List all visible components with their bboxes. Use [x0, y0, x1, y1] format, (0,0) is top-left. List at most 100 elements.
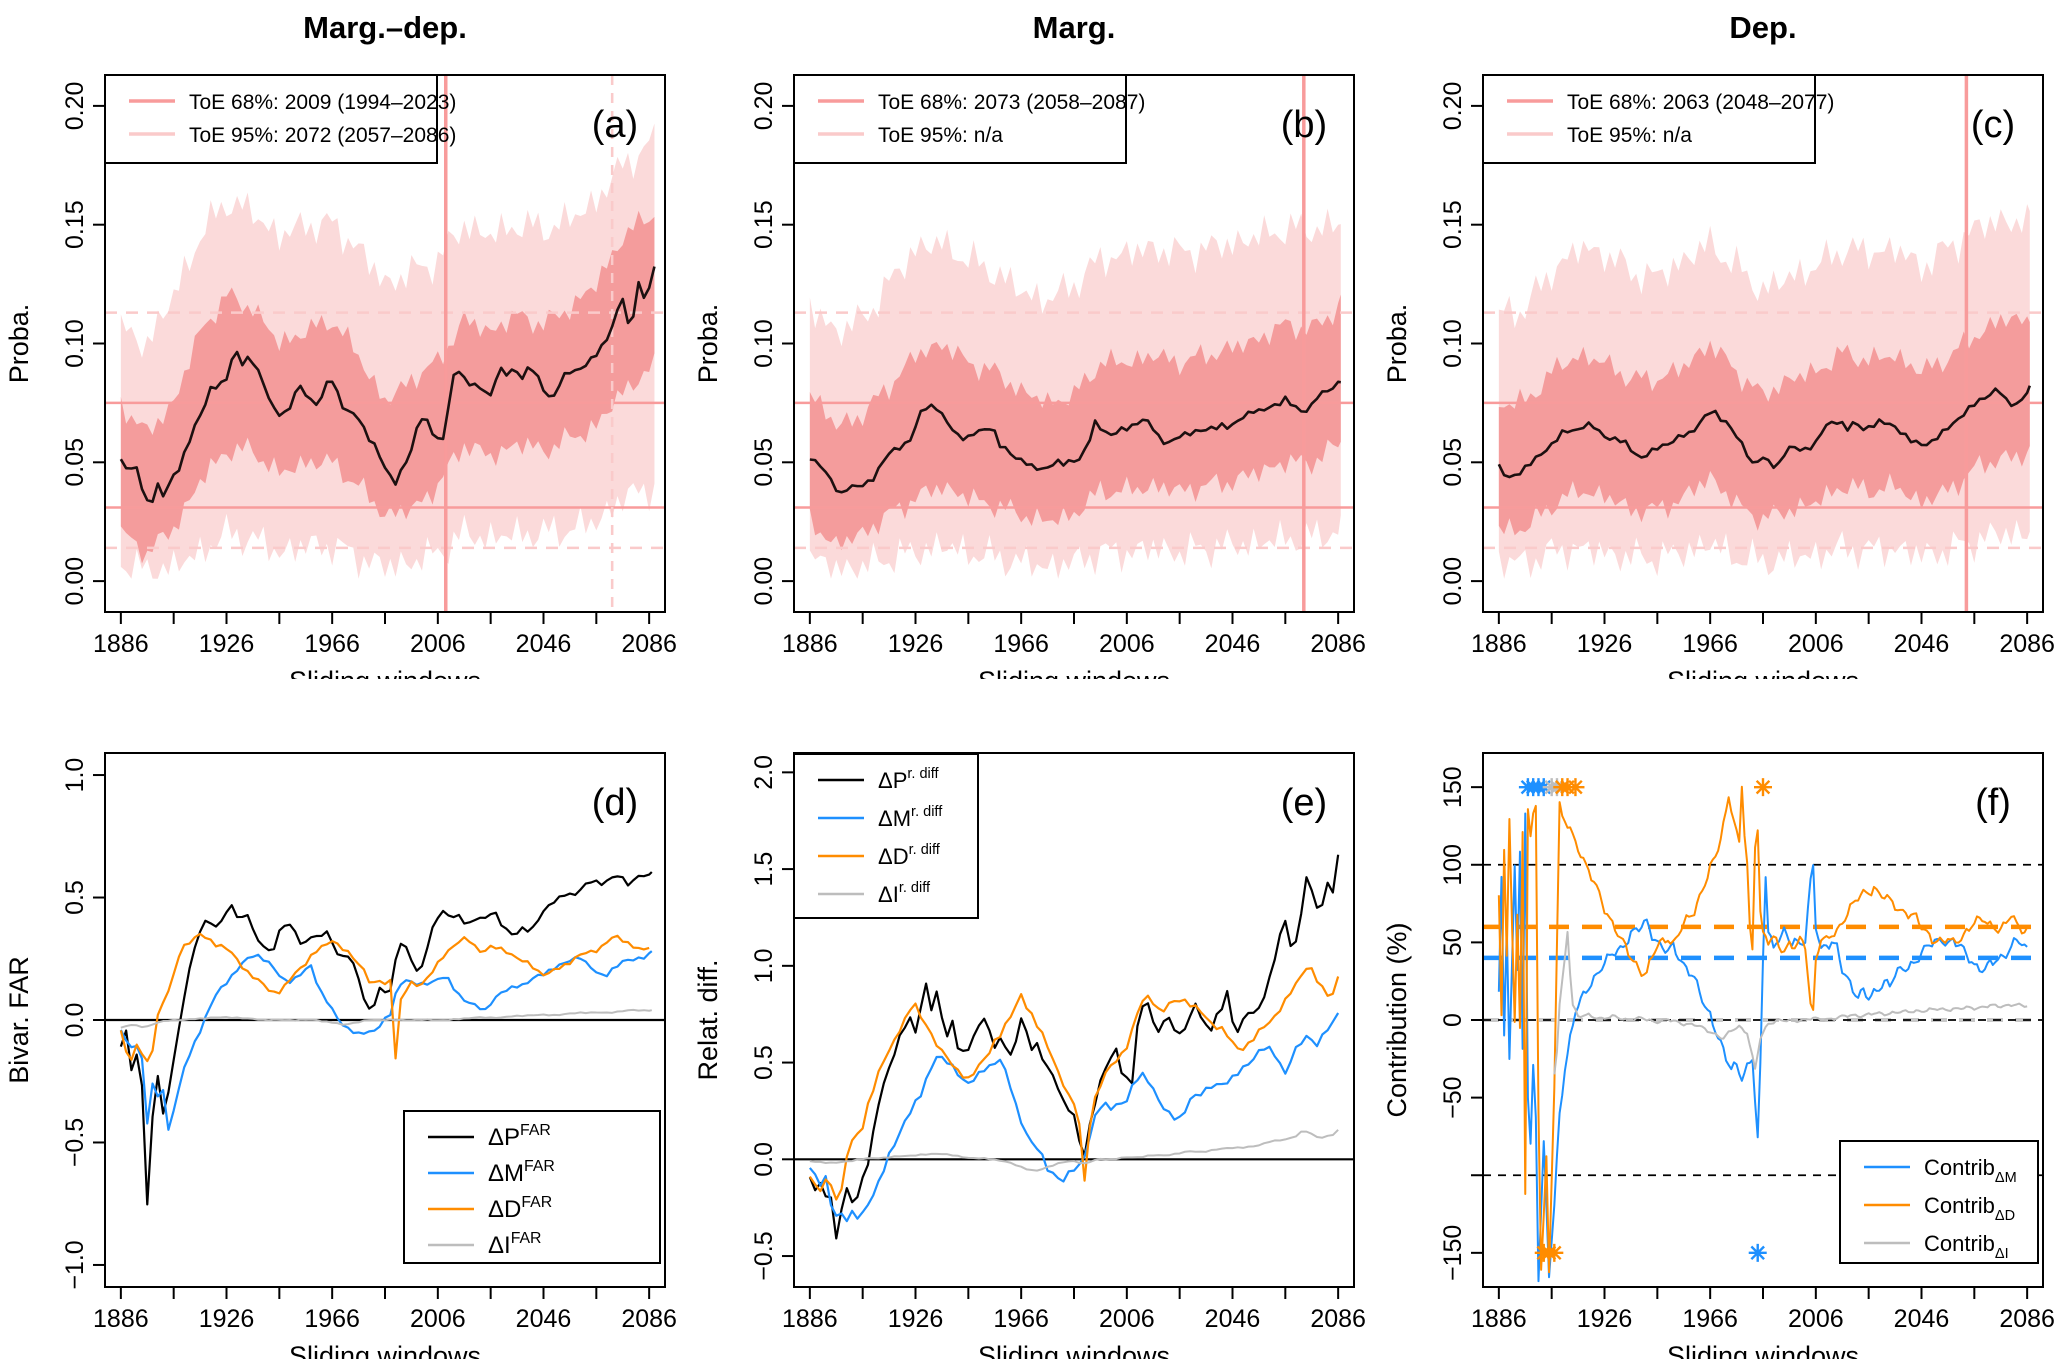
y-tick-label: 0 [1439, 1013, 1467, 1027]
x-tick-label: 2006 [1099, 630, 1155, 658]
plot-area-c [1483, 75, 2043, 612]
panel-letter: (c) [1971, 104, 2015, 146]
x-tick-label: 2006 [1099, 1305, 1155, 1333]
series-dD_FAR [119, 932, 650, 1063]
legend-label: ΔPr. diff [878, 766, 940, 793]
band-ci68 [809, 294, 1341, 551]
y-tick-label: 0.05 [1439, 438, 1467, 487]
significance-asterisk [1566, 778, 1585, 797]
y-tick-label: −150 [1439, 1225, 1467, 1281]
x-tick-label: 1926 [1577, 630, 1633, 658]
x-axis-title: Sliding windows [978, 1341, 1170, 1359]
series-contrib_dI [1553, 930, 2028, 1075]
legend-label: ΔMFAR [488, 1158, 555, 1187]
x-tick-label: 2046 [1894, 630, 1950, 658]
series-dD_rdiff [808, 967, 1340, 1201]
y-tick-label: 0.10 [61, 319, 89, 368]
significance-asterisk [1545, 1243, 1564, 1262]
plot-area-d [105, 871, 665, 1206]
y-tick-label: 0.20 [750, 82, 778, 131]
series-median [1497, 385, 2032, 479]
y-tick-label: 2.0 [750, 755, 778, 790]
panel-c: 1886 1926 1966 2006 2046 2086 0.00 0.05 0.10 0.15… [1378, 0, 2067, 679]
x-tick-label: 2006 [1788, 630, 1844, 658]
panel-d-canvas: 1886 1926 1966 2006 2046 2086 −1.0 −0.5 0.0 0.5 1.… [4, 752, 677, 1359]
panel-d: 1886 1926 1966 2006 2046 2086 −1.0 −0.5 0.0 0.5 1.… [0, 679, 689, 1359]
x-tick-label: 2086 [1310, 630, 1366, 658]
panel-letter: (b) [1281, 104, 1327, 146]
y-tick-label: 0.20 [1439, 82, 1467, 131]
legend-label: ΔPFAR [488, 1122, 551, 1151]
series-dP_rdiff [808, 854, 1340, 1240]
y-tick-label: 0.0 [750, 1142, 778, 1177]
x-tick-label: 1886 [782, 1305, 838, 1333]
band-ci95 [120, 123, 655, 579]
y-tick-label: 0.00 [750, 557, 778, 606]
x-tick-label: 1966 [304, 630, 360, 658]
legend-label: ToE 68%: 2073 (2058–2087) [878, 91, 1145, 114]
band-ci68 [120, 210, 655, 564]
legend-box [793, 753, 979, 919]
y-tick-label: 0.15 [61, 200, 89, 249]
legend-box [1482, 74, 1816, 164]
x-tick-label: 1926 [1577, 1305, 1633, 1333]
significance-asterisk [1748, 1243, 1767, 1262]
y-tick-label: 1.0 [61, 758, 89, 793]
x-axis-title: Sliding windows [289, 666, 481, 679]
y-tick-label: 0.5 [61, 880, 89, 915]
y-tick-label: 150 [1439, 766, 1467, 808]
legend-label: ToE 95%: 2072 (2057–2086) [189, 124, 456, 147]
panel-letter: (f) [1975, 782, 2011, 824]
y-axis-title: Contribution (%) [1382, 922, 1412, 1117]
y-axis-title: Proba. [4, 304, 34, 384]
panel-a-canvas: 1886 1926 1966 2006 2046 2086 0.00 0.05 0.10 0.15… [4, 10, 677, 679]
series-dM_FAR [119, 950, 653, 1131]
panel-letter: (e) [1281, 782, 1327, 824]
x-tick-label: 1886 [1471, 630, 1527, 658]
panel-a: 1886 1926 1966 2006 2046 2086 0.00 0.05 0.10 0.15… [0, 0, 689, 679]
legend-box [104, 74, 438, 164]
y-axis-title: Bivar. FAR [4, 956, 34, 1084]
legend-label: ToE 68%: 2063 (2048–2077) [1567, 91, 1834, 114]
y-axis-title: Relat. diff. [693, 959, 723, 1080]
series-dP_FAR [119, 871, 653, 1206]
x-tick-label: 2046 [1205, 630, 1261, 658]
x-tick-label: 2086 [1310, 1305, 1366, 1333]
x-tick-label: 1886 [93, 630, 149, 658]
x-axis-title: Sliding windows [1667, 1341, 1859, 1359]
x-tick-label: 1966 [993, 1305, 1049, 1333]
y-tick-label: 50 [1439, 928, 1467, 956]
x-tick-label: 1926 [888, 630, 944, 658]
series-median [119, 266, 656, 504]
x-tick-label: 2086 [621, 630, 677, 658]
series-dI_rdiff [809, 1129, 1339, 1172]
panel-title: Marg.–dep. [303, 10, 467, 45]
y-tick-label: 0.10 [750, 319, 778, 368]
series-dM_rdiff [809, 1012, 1340, 1223]
x-tick-label: 1886 [782, 630, 838, 658]
panel-e: 1886 1926 1966 2006 2046 2086 −0.5 0.0 0.5 1.0 1.5… [689, 679, 1378, 1359]
x-tick-label: 2006 [410, 1305, 466, 1333]
x-axis-title: Sliding windows [978, 666, 1170, 679]
panel-title: Marg. [1033, 10, 1116, 45]
y-tick-label: 1.5 [750, 852, 778, 887]
y-tick-label: 0.00 [61, 557, 89, 606]
x-tick-label: 1966 [1682, 630, 1738, 658]
x-tick-label: 1966 [1682, 1305, 1738, 1333]
y-tick-label: −0.5 [61, 1118, 89, 1167]
series-median [809, 380, 1341, 494]
series-dI_FAR [120, 1008, 652, 1029]
panel-f-canvas: 1886 1926 1966 2006 2046 2086 −150 −50 0 50 100 150… [1382, 752, 2055, 1359]
plot-area-b [794, 75, 1354, 612]
plot-area-f [1483, 778, 2043, 1283]
legend-label: ToE 68%: 2009 (1994–2023) [189, 91, 456, 114]
y-tick-label: 0.00 [1439, 557, 1467, 606]
panel-e-canvas: 1886 1926 1966 2006 2046 2086 −0.5 0.0 0.5 1.0 1.5… [693, 752, 1366, 1359]
x-tick-label: 2086 [1999, 630, 2055, 658]
plot-area-e [794, 854, 1354, 1240]
legend-label: ΔMr. diff [878, 804, 943, 831]
legend-label: ΔDFAR [488, 1194, 552, 1223]
y-tick-label: 0.15 [750, 200, 778, 249]
x-tick-label: 2046 [516, 630, 572, 658]
